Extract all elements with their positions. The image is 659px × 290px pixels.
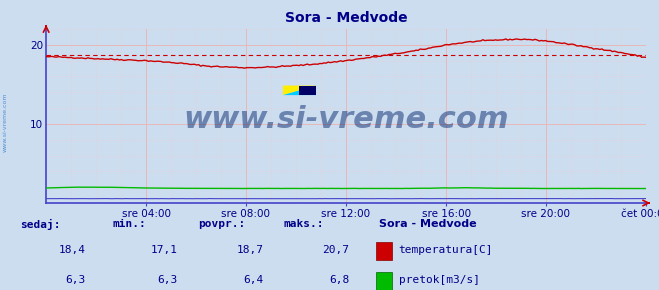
Text: Sora - Medvode: Sora - Medvode	[379, 219, 476, 229]
Title: Sora - Medvode: Sora - Medvode	[285, 11, 407, 25]
Bar	[376, 242, 392, 260]
Text: maks.:: maks.:	[283, 219, 324, 229]
Text: 6,3: 6,3	[65, 276, 86, 285]
Text: min.:: min.:	[112, 219, 146, 229]
Text: 18,4: 18,4	[59, 245, 86, 255]
Text: 17,1: 17,1	[151, 245, 178, 255]
Text: www.si-vreme.com: www.si-vreme.com	[3, 92, 8, 152]
Text: 20,7: 20,7	[322, 245, 349, 255]
Text: 6,3: 6,3	[158, 276, 178, 285]
Polygon shape	[299, 86, 316, 95]
Text: temperatura[C]: temperatura[C]	[399, 245, 493, 255]
Text: www.si-vreme.com: www.si-vreme.com	[183, 105, 509, 134]
Polygon shape	[283, 86, 316, 95]
Text: 6,4: 6,4	[243, 276, 264, 285]
Bar	[376, 272, 392, 290]
Text: 6,8: 6,8	[329, 276, 349, 285]
Text: povpr.:: povpr.:	[198, 219, 245, 229]
Text: 18,7: 18,7	[237, 245, 264, 255]
Polygon shape	[283, 86, 316, 95]
Text: sedaj:: sedaj:	[20, 219, 60, 230]
Text: pretok[m3/s]: pretok[m3/s]	[399, 276, 480, 285]
